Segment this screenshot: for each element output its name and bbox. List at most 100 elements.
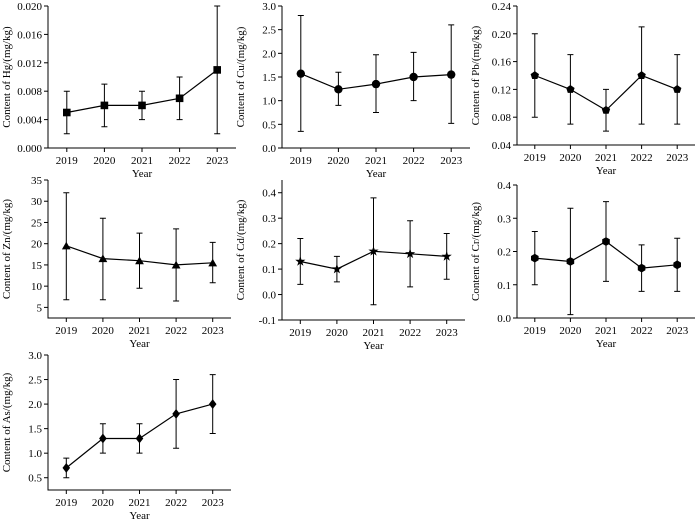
chart-Cu: 0.0 0.5 1.0 1.5 2.0 2.5 3.0 2019 2020 2021 2022 202… xyxy=(235,1,470,180)
y-tick-label: 2.0 xyxy=(28,399,42,411)
data-point xyxy=(296,69,305,78)
chart-Pb: 0.04 0.08 0.12 0.16 0.20 0.24 2019 2020 2021 2022… xyxy=(470,1,695,177)
y-tick-label: 3.0 xyxy=(262,1,276,13)
y-tick-label: 0.008 xyxy=(17,86,42,98)
data-point xyxy=(441,251,452,261)
data-point xyxy=(371,79,381,89)
x-tick-label: 2019 xyxy=(289,327,312,339)
x-tick-label: 2020 xyxy=(326,327,349,339)
axis-frame xyxy=(47,355,231,491)
data-point xyxy=(98,254,108,263)
y-axis-label: Content of Cd/(mg/kg) xyxy=(235,199,247,300)
y-tick-label: 2.0 xyxy=(262,48,276,60)
x-tick-label: 2022 xyxy=(631,325,653,337)
y-tick-label: 20 xyxy=(31,239,43,251)
chart-As: 0.5 1.0 1.5 2.0 2.5 3.0 2019 2020 2021 2022 2023 Ye… xyxy=(1,350,231,521)
y-tick-label: 0.004 xyxy=(17,115,42,127)
y-tick-label: 30 xyxy=(31,196,43,208)
data-point xyxy=(171,260,181,269)
y-tick-label: 1.5 xyxy=(28,424,42,436)
data-point xyxy=(331,263,342,274)
x-tick-label: 2020 xyxy=(92,497,115,509)
x-tick-label: 2020 xyxy=(327,155,350,167)
data-point xyxy=(135,433,144,444)
y-tick-label: 1.5 xyxy=(262,72,276,84)
data-point xyxy=(135,256,144,265)
y-tick-label: 0.000 xyxy=(17,143,42,155)
x-tick-label: 2023 xyxy=(666,152,689,164)
y-tick-label: 0.0 xyxy=(262,143,276,155)
y-tick-label: 0.04 xyxy=(492,140,512,152)
x-tick-label: 2022 xyxy=(403,155,425,167)
x-axis-label: Year xyxy=(132,168,153,180)
y-tick-label: 0.0 xyxy=(497,313,511,325)
x-tick-label: 2021 xyxy=(129,497,151,509)
x-tick-label: 2019 xyxy=(55,497,78,509)
x-axis-label: Year xyxy=(596,165,617,177)
x-tick-label: 2023 xyxy=(440,155,463,167)
x-tick-label: 2022 xyxy=(631,152,653,164)
x-tick-label: 2020 xyxy=(92,325,115,337)
x-tick-label: 2021 xyxy=(131,155,153,167)
x-tick-label: 2019 xyxy=(290,155,313,167)
y-tick-label: 0.12 xyxy=(492,84,511,96)
x-tick-label: 2022 xyxy=(165,497,187,509)
data-point xyxy=(99,433,107,444)
data-point xyxy=(530,71,539,79)
y-tick-label: 0.3 xyxy=(497,213,511,225)
x-tick-label: 2023 xyxy=(202,497,225,509)
x-tick-label: 2019 xyxy=(524,325,547,337)
y-tick-label: 25 xyxy=(31,217,43,229)
data-point xyxy=(334,85,343,94)
x-tick-label: 2019 xyxy=(56,155,79,167)
data-point xyxy=(213,66,221,74)
data-point xyxy=(208,399,217,410)
y-tick-label: 0.20 xyxy=(492,29,512,41)
data-point xyxy=(208,258,218,267)
y-tick-label: 0.1 xyxy=(497,280,511,292)
y-tick-label: 0.4 xyxy=(497,180,511,192)
x-tick-label: 2021 xyxy=(129,325,151,337)
y-axis-label: Content of Cr/(mg/kg) xyxy=(470,202,482,301)
data-point xyxy=(673,85,682,93)
data-point xyxy=(138,101,146,110)
data-point xyxy=(673,260,681,270)
x-tick-label: 2021 xyxy=(595,325,617,337)
x-axis-label: Year xyxy=(596,338,617,350)
x-tick-label: 2019 xyxy=(524,152,547,164)
y-tick-label: 0.4 xyxy=(262,188,276,200)
data-point xyxy=(531,253,539,263)
chart-Cr: 0.0 0.1 0.2 0.3 0.4 2019 2020 2021 2022 2023 Year C… xyxy=(470,180,695,350)
y-axis-label: Content of Zn/(mg/kg) xyxy=(1,199,13,300)
data-point xyxy=(602,237,610,246)
y-tick-label: 35 xyxy=(31,175,43,187)
y-tick-label: 0.2 xyxy=(262,239,276,251)
y-axis-label: Content of Pb/(mg/kg) xyxy=(470,25,482,125)
y-tick-label: 0.2 xyxy=(497,247,511,259)
y-axis-label: Content of Cu/(mg/kg) xyxy=(235,26,247,127)
x-tick-label: 2023 xyxy=(666,325,689,337)
y-tick-label: 0.5 xyxy=(262,119,276,131)
y-tick-label: 0.3 xyxy=(262,213,276,225)
y-axis-label: Content of Hg/(mg/kg) xyxy=(1,26,13,128)
x-tick-label: 2023 xyxy=(202,325,225,337)
data-point xyxy=(566,85,575,93)
data-point xyxy=(175,94,184,103)
y-tick-label: 2.5 xyxy=(262,25,276,37)
x-tick-label: 2022 xyxy=(399,327,421,339)
data-point xyxy=(295,256,306,266)
x-tick-label: 2023 xyxy=(206,155,229,167)
y-axis-label: Content of As/(mg/kg) xyxy=(1,372,13,472)
data-point xyxy=(368,246,379,256)
y-tick-label: 0.1 xyxy=(262,264,276,276)
y-tick-label: 0.24 xyxy=(492,1,512,13)
y-tick-label: 1.0 xyxy=(28,448,42,460)
y-tick-label: 0.08 xyxy=(492,112,512,124)
data-point xyxy=(172,408,180,419)
data-point xyxy=(637,263,646,273)
y-tick-label: 0.012 xyxy=(17,58,42,70)
y-tick-label: 1.0 xyxy=(262,96,276,108)
data-point xyxy=(409,72,418,82)
x-tick-label: 2020 xyxy=(559,325,582,337)
